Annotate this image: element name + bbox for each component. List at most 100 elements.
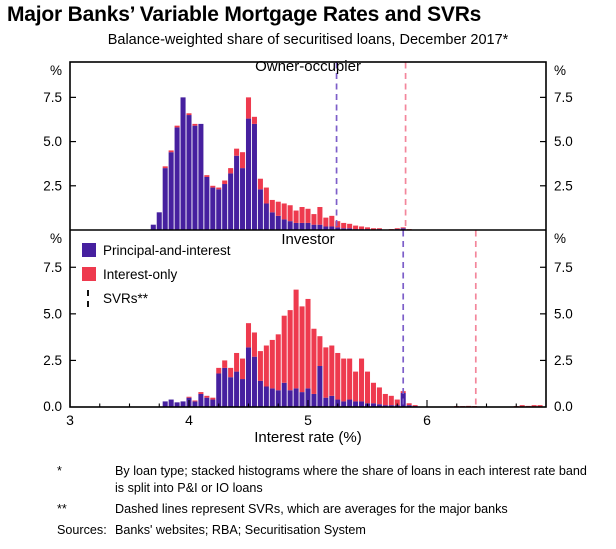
bar-interest-only: [240, 358, 246, 380]
y-tick-label: 0.0: [554, 399, 573, 414]
bar-interest-only: [323, 217, 329, 227]
dashed-line-icon: [87, 289, 89, 307]
bar-principal-and-interest: [156, 212, 162, 230]
bar-principal-and-interest: [180, 401, 186, 407]
y-tick-label: 2.5: [554, 353, 573, 368]
chart-title: Major Banks’ Variable Mortgage Rates and…: [7, 3, 482, 26]
bar-principal-and-interest: [275, 390, 281, 407]
bar-principal-and-interest: [198, 123, 204, 230]
bar-interest-only: [519, 405, 525, 407]
bar-interest-only: [311, 214, 317, 225]
y-tick-label: 7.5: [43, 90, 62, 105]
bar-interest-only: [186, 396, 192, 398]
bar-interest-only: [299, 207, 305, 223]
bar-principal-and-interest: [281, 382, 287, 407]
bar-principal-and-interest: [317, 224, 323, 230]
chart-subtitle: Balance-weighted share of securitised lo…: [107, 32, 509, 48]
bar-principal-and-interest: [263, 386, 269, 407]
x-axis-label: Interest rate (%): [254, 429, 362, 446]
bar-interest-only: [376, 228, 382, 230]
bar-interest-only: [335, 221, 341, 228]
bar-principal-and-interest: [162, 168, 168, 230]
bar-principal-and-interest: [359, 401, 365, 407]
bar-principal-and-interest: [382, 405, 388, 407]
bar-principal-and-interest: [323, 226, 329, 230]
x-tick-label: 6: [423, 412, 431, 428]
bar-principal-and-interest: [192, 401, 198, 407]
legend-label-principal-and-interest: Principal-and-interest: [103, 242, 231, 258]
bar-interest-only: [204, 175, 210, 177]
bar-interest-only: [186, 113, 192, 116]
bar-interest-only: [370, 382, 376, 404]
bar-principal-and-interest: [311, 224, 317, 230]
y-tick-label: 7.5: [43, 260, 62, 275]
bar-interest-only: [531, 405, 537, 407]
bar-interest-only: [269, 199, 275, 213]
bar-principal-and-interest: [210, 399, 216, 407]
bar-interest-only: [329, 345, 335, 396]
bar-interest-only: [305, 298, 311, 389]
bar-interest-only: [323, 347, 329, 398]
bar-principal-and-interest: [245, 118, 252, 230]
footnote-1: * By loan type; stacked histograms where…: [57, 463, 602, 497]
bar-interest-only: [257, 178, 263, 190]
x-tick-label: 4: [185, 412, 193, 428]
bar-interest-only: [251, 332, 257, 357]
bar-principal-and-interest: [234, 371, 240, 407]
y-tick-label: 2.5: [554, 178, 573, 193]
bar-interest-only: [412, 405, 418, 407]
bar-interest-only: [210, 397, 216, 400]
bar-principal-and-interest: [251, 123, 257, 230]
bar-principal-and-interest: [174, 402, 180, 407]
bar-interest-only: [359, 358, 365, 402]
bar-principal-and-interest: [228, 173, 234, 230]
bar-principal-and-interest: [388, 405, 394, 407]
panel-title-investor: Investor: [281, 231, 335, 248]
sources-text: Banks' websites; RBA; Securitisation Sys…: [115, 523, 366, 537]
bar-interest-only: [400, 227, 406, 229]
bar-principal-and-interest: [341, 401, 347, 407]
bar-principal-and-interest: [400, 228, 406, 230]
bar-principal-and-interest: [341, 228, 347, 230]
bar-principal-and-interest: [311, 393, 317, 407]
bar-principal-and-interest: [281, 219, 287, 230]
bar-interest-only: [347, 358, 353, 400]
bar-principal-and-interest: [204, 176, 210, 230]
bar-principal-and-interest: [376, 404, 382, 407]
bar-interest-only: [406, 403, 412, 406]
bar-principal-and-interest: [168, 152, 174, 230]
bar-principal-and-interest: [335, 399, 341, 407]
bar-principal-and-interest: [180, 97, 186, 230]
bar-interest-only: [341, 358, 347, 402]
unit-label: %: [554, 63, 566, 78]
bar-principal-and-interest: [228, 377, 234, 407]
bar-interest-only: [317, 207, 323, 225]
bar-interest-only: [388, 395, 394, 406]
bar-principal-and-interest: [353, 401, 359, 407]
bar-principal-and-interest: [275, 215, 281, 230]
bar-interest-only: [305, 208, 311, 223]
bar-interest-only: [234, 352, 240, 372]
bar-principal-and-interest: [370, 403, 376, 407]
bar-principal-and-interest: [234, 155, 240, 230]
bar-interest-only: [370, 228, 376, 230]
y-tick-label: 5.0: [43, 134, 62, 149]
y-tick-label: 0.0: [43, 399, 62, 414]
bar-interest-only: [263, 345, 269, 387]
bar-interest-only: [311, 328, 317, 394]
chart-svg: 2.5 2.5 5.0 5.0 7.5 7.5% % 0.0 0.0 2.5 2.5 5.0 5.0 7.…: [43, 61, 573, 428]
bar-principal-and-interest: [174, 127, 180, 230]
bar-principal-and-interest: [269, 212, 275, 230]
bar-interest-only: [269, 339, 275, 389]
bar-principal-and-interest: [293, 222, 299, 230]
y-tick-label: 5.0: [43, 306, 62, 321]
legend-item-principal-and-interest: Principal-and-interest: [82, 238, 231, 262]
bar-principal-and-interest: [299, 392, 305, 407]
bar-interest-only: [394, 399, 400, 406]
bar-interest-only: [192, 400, 198, 402]
plot-border: [69, 61, 547, 408]
bar-interest-only: [240, 152, 246, 169]
bar-interest-only: [293, 289, 299, 389]
bar-principal-and-interest: [269, 388, 275, 407]
bar-interest-only: [317, 336, 323, 367]
